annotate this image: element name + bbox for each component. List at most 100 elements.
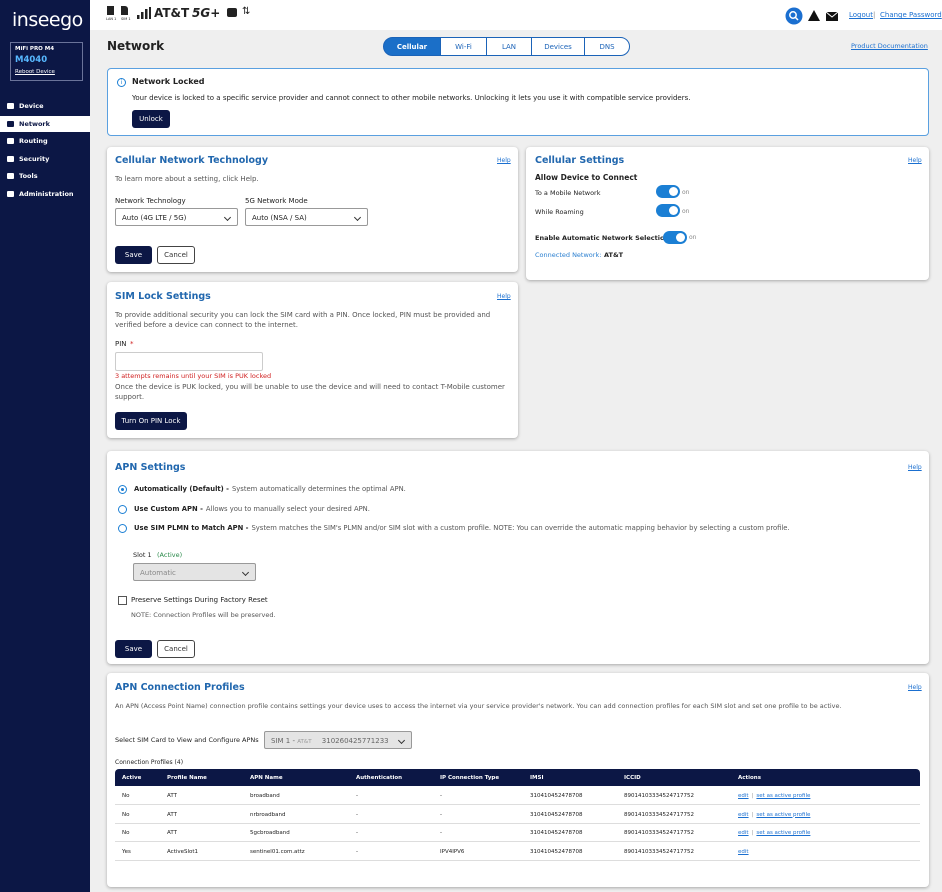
cell: broadband xyxy=(250,793,280,799)
toggle-label: Enable Automatic Network Selection xyxy=(535,234,670,242)
action-link[interactable]: set as active profile xyxy=(756,830,811,836)
lan-label: LAN 1 xyxy=(106,17,117,21)
separator: | xyxy=(751,830,754,836)
option-label: Use Custom APN - xyxy=(134,504,203,513)
element xyxy=(789,11,797,19)
tab[interactable]: DNS xyxy=(584,37,630,56)
toggle-state: on xyxy=(682,208,690,215)
row-line xyxy=(115,822,920,824)
pin-lock-button[interactable]: Turn On PIN Lock xyxy=(115,412,187,430)
nav-item[interactable]: Security xyxy=(0,151,90,167)
save-button[interactable]: Save xyxy=(115,640,152,658)
radio[interactable] xyxy=(118,524,127,533)
tab[interactable]: Wi-Fi xyxy=(440,37,487,56)
slot-select[interactable]: Automatic xyxy=(133,563,256,581)
help-link[interactable]: Help xyxy=(908,157,922,164)
tab[interactable]: LAN xyxy=(486,37,532,56)
pin-input[interactable] xyxy=(115,352,263,371)
cell: 89014103334524717752 xyxy=(624,811,694,818)
nav-label: Routing xyxy=(19,137,48,146)
element xyxy=(145,9,148,19)
toggle[interactable] xyxy=(663,231,687,244)
apn-settings-card: APN Settings Help Automatically (Default… xyxy=(107,451,929,664)
tab[interactable]: Cellular xyxy=(383,37,441,56)
nav-icon xyxy=(7,138,14,145)
option-description: System matches the SIM's PLMN and/or SIM… xyxy=(251,524,790,532)
header-cell: Actions xyxy=(738,775,761,781)
nav-item[interactable]: Tools xyxy=(0,168,90,184)
profiles-table: Active Profile Name APN Name Authentication… xyxy=(115,769,920,879)
nav-item[interactable]: Device xyxy=(0,98,90,114)
help-link[interactable]: Help xyxy=(908,684,922,691)
action-link[interactable]: set as active profile xyxy=(756,793,811,799)
action-link[interactable]: edit xyxy=(738,848,749,855)
help-link[interactable]: Help xyxy=(497,293,511,300)
card-title: Cellular Settings xyxy=(535,155,625,166)
sim-select[interactable]: SIM 1 - AT&T 310260425771233 xyxy=(264,731,412,749)
cell: 89014103334524717752 xyxy=(624,793,694,799)
info-icon: i xyxy=(117,78,126,87)
hotspot-icon xyxy=(227,8,237,17)
field-label: 5G Network Mode xyxy=(245,197,308,205)
row-line xyxy=(115,859,920,861)
save-button[interactable]: Save xyxy=(115,246,152,264)
logo: inseego xyxy=(12,9,83,31)
element xyxy=(137,15,140,19)
header-cell: Profile Name xyxy=(167,775,207,781)
nav-label: Security xyxy=(19,154,50,163)
help-link[interactable]: Help xyxy=(908,464,922,471)
toggle[interactable] xyxy=(656,185,680,198)
nav-icon xyxy=(7,120,14,127)
action-link[interactable]: edit xyxy=(738,811,749,818)
reboot-link[interactable]: Reboot Device xyxy=(15,69,55,75)
cell: 89014103334524717752 xyxy=(624,848,694,855)
cell: 310410452478708 xyxy=(530,811,583,818)
option: Automatically (Default) - System automati… xyxy=(134,485,406,493)
element xyxy=(794,16,799,21)
toggle-label: To a Mobile Network xyxy=(535,189,601,197)
error-text: 3 attempts remains until your SIM is PUK… xyxy=(115,372,272,380)
cell: - xyxy=(440,811,442,818)
sidebar: inseego MiFi PRO M4 M4040 Reboot Device … xyxy=(0,0,90,892)
nav-item[interactable]: Administration xyxy=(0,186,90,202)
card-title: Cellular Network Technology xyxy=(115,155,269,166)
select[interactable]: Auto (NSA / SA) xyxy=(245,208,368,226)
radio[interactable] xyxy=(118,504,127,514)
slot-status: (Active) xyxy=(157,551,183,559)
radio[interactable] xyxy=(118,485,127,494)
cancel-button[interactable]: Cancel xyxy=(157,246,195,264)
select[interactable]: Auto (4G LTE / 5G) xyxy=(115,208,238,226)
apn-profiles-card: APN Connection Profiles Help An APN (Acc… xyxy=(107,673,929,887)
cancel-button[interactable]: Cancel xyxy=(157,640,195,658)
alert-title: Network Locked xyxy=(132,77,205,86)
required-mark: * xyxy=(130,340,134,348)
card-title: SIM Lock Settings xyxy=(115,291,211,302)
change-password-link[interactable]: Change Password xyxy=(880,11,942,19)
option-label: Use SIM PLMN to Match APN - xyxy=(134,524,249,532)
logout-link[interactable]: Logout xyxy=(849,11,873,19)
cell: Yes xyxy=(122,848,131,855)
connected-label: Connected Network: xyxy=(535,251,602,259)
action-link[interactable]: set as active profile xyxy=(756,811,811,818)
pin-label: PIN xyxy=(115,340,127,348)
cell: - xyxy=(440,830,442,836)
nav-label: Administration xyxy=(19,190,74,198)
help-link[interactable]: Help xyxy=(497,157,511,164)
nav-item[interactable]: Network xyxy=(0,115,90,132)
cell: No xyxy=(122,811,130,818)
actions: edit | set as active profile xyxy=(738,812,810,818)
action-link[interactable]: edit xyxy=(738,830,749,836)
toggle[interactable] xyxy=(656,204,680,217)
cell: 89014103334524717752 xyxy=(624,830,694,836)
status-icons xyxy=(785,7,839,25)
checkbox[interactable] xyxy=(118,596,127,605)
unlock-button[interactable]: Unlock xyxy=(132,110,170,128)
header-cell: IMSI xyxy=(530,775,544,781)
nav-item[interactable]: Routing xyxy=(0,133,90,149)
doc-link[interactable]: Product Documentation xyxy=(851,42,928,50)
cell: No xyxy=(122,793,130,799)
device-model: MiFi PRO M4 xyxy=(15,46,55,52)
tab[interactable]: Devices xyxy=(531,37,585,56)
nav-icon xyxy=(7,103,14,109)
action-link[interactable]: edit xyxy=(738,793,749,799)
